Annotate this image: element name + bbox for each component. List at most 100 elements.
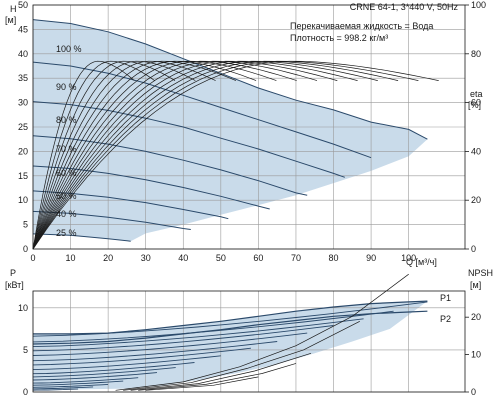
p-axis-unit: [кВт] — [5, 280, 24, 290]
efficiency-curve-95 — [32, 60, 419, 250]
npsh-tick-label: 20 — [471, 312, 481, 322]
h-axis-unit: [м] — [5, 15, 16, 25]
top-x-tick-label: 70 — [291, 253, 301, 263]
efficiency-curve-30 — [32, 60, 155, 250]
efficiency-curve-55 — [32, 60, 257, 250]
top-range-shade — [33, 19, 428, 242]
efficiency-curve-90 — [32, 60, 399, 250]
bottom-frame — [32, 290, 466, 393]
speed-label: 40 % — [56, 209, 77, 219]
density-annotation: Плотность = 998.2 кг/м³ — [290, 33, 388, 43]
labels: H[м]eta[%]CRNE 64-1, 3*440 V, 50HzПерека… — [5, 2, 493, 324]
efficiency-curve-40 — [32, 60, 196, 250]
bottom-axes: 0 5 10 0 10 20 — [18, 290, 481, 397]
speed-label: 80 % — [56, 115, 77, 125]
eta-tick-label: 100 — [471, 0, 486, 10]
top-y-tick-label: 45 — [18, 24, 28, 34]
head-curve-90 — [32, 61, 372, 159]
npsh-curve — [145, 376, 259, 391]
efficiency-curve-35 — [32, 60, 176, 250]
p2-curve — [32, 310, 428, 345]
npsh-curve — [130, 352, 312, 391]
top-y-tick-label: 20 — [18, 146, 28, 156]
top-x-tick-label: 0 — [30, 253, 35, 263]
power-curve — [32, 372, 158, 381]
power-tick-label: 0 — [23, 387, 28, 397]
top-y-tick-label: 5 — [23, 220, 28, 230]
top-y-tick-label: 35 — [18, 73, 28, 83]
efficiency-curve-70 — [32, 60, 318, 250]
eta-tick-label: 20 — [471, 195, 481, 205]
head-curve-70 — [32, 135, 308, 196]
top-y-tick-label: 25 — [18, 122, 28, 132]
eta-tick-label: 80 — [471, 49, 481, 59]
top-y-tick-label: 50 — [18, 0, 28, 10]
power-curve — [32, 388, 79, 391]
power-curve — [32, 383, 109, 388]
top-x-tick-label: 90 — [366, 253, 376, 263]
efficiency-curve-75 — [32, 60, 338, 250]
top-x-tick-label: 40 — [178, 253, 188, 263]
top-x-tick-label: 30 — [141, 253, 151, 263]
head-curve-50 — [32, 190, 229, 220]
power-curve — [32, 332, 308, 356]
npsh-axis-unit: [м] — [470, 280, 481, 290]
operating-range-top — [33, 19, 428, 242]
speed-label: 50 % — [56, 191, 77, 201]
chart-title: CRNE 64-1, 3*440 V, 50Hz — [350, 2, 459, 12]
speed-label: 60 % — [56, 168, 77, 178]
head-curve-80 — [32, 101, 345, 178]
bottom-curves — [32, 273, 428, 391]
power-curve — [32, 362, 195, 375]
top-y-tick-label: 0 — [23, 244, 28, 254]
top-x-tick-label: 100 — [401, 253, 416, 263]
eta-tick-label: 60 — [471, 98, 481, 108]
top-curves — [32, 19, 439, 250]
speed-label: 25 % — [56, 228, 77, 238]
efficiency-curve-25 — [32, 60, 135, 250]
power-tick-label: 5 — [23, 345, 28, 355]
p1-label: P1 — [440, 293, 451, 303]
top-y-tick-label: 40 — [18, 49, 28, 59]
top-y-tick-label: 15 — [18, 171, 28, 181]
speed-label: 90 % — [56, 82, 77, 92]
efficiency-curve-45 — [32, 60, 216, 250]
efficiency-curve-100 — [32, 60, 439, 250]
power-curve — [32, 377, 139, 384]
q-axis-label: Q [м³/ч] — [406, 257, 437, 267]
power-curve — [32, 367, 176, 378]
power-curve — [32, 347, 251, 366]
top-x-tick-label: 10 — [66, 253, 76, 263]
npsh-curve — [123, 320, 360, 391]
efficiency-curve-65 — [32, 60, 297, 250]
power-curve — [32, 386, 94, 390]
npsh-tick-label: 10 — [471, 350, 481, 360]
head-curve-25 — [32, 233, 131, 242]
efficiency-curve-80 — [32, 60, 358, 250]
head-curve-60 — [32, 165, 270, 210]
top-x-tick-label: 60 — [253, 253, 263, 263]
power-curve — [32, 318, 364, 348]
head-curve-40 — [32, 210, 191, 230]
eta-tick-label: 40 — [471, 146, 481, 156]
power-tick-label: 10 — [18, 303, 28, 313]
npsh-curve — [115, 273, 409, 391]
power-curve — [32, 380, 124, 386]
top-x-tick-label: 80 — [329, 253, 339, 263]
eta-axis-unit: [%] — [468, 100, 481, 110]
top-x-tick-label: 20 — [103, 253, 113, 263]
liquid-annotation: Перекачиваемая жидкость = Вода — [290, 21, 433, 31]
top-frame — [32, 4, 466, 250]
power-curve — [32, 341, 278, 362]
p2-label: P2 — [440, 314, 451, 324]
power-curve — [32, 325, 334, 352]
efficiency-curve-50 — [32, 60, 237, 250]
efficiency-curve-85 — [32, 60, 378, 250]
p1-curve — [33, 300, 428, 335]
speed-label: 70 % — [56, 144, 77, 154]
power-curve — [32, 355, 221, 371]
top-axes: 0 10 20 30 40 50 60 70 80 90 100 0 5 10 15 20 25 30 35 40 45… — [18, 0, 486, 263]
p-axis-title: P — [10, 268, 16, 278]
